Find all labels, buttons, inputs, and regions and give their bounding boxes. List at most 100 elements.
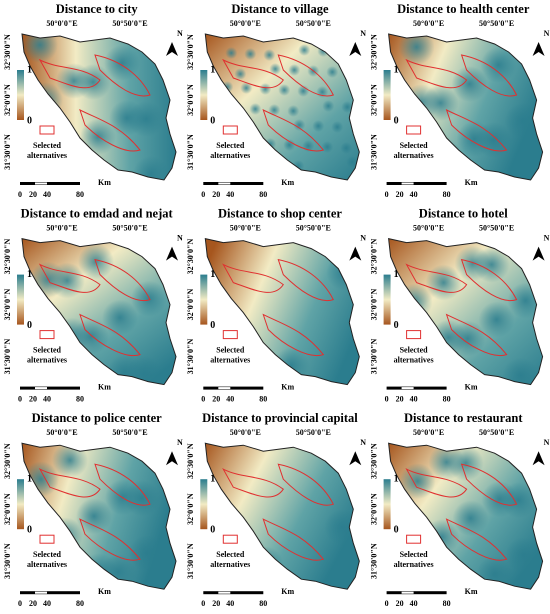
surface-spot [293,119,306,131]
surface-spot [133,156,169,180]
legend-high: 1 [210,473,215,484]
selected-alternatives [405,54,518,152]
lat-label: 31°30'0"N [186,339,195,375]
surface-spot [56,63,92,99]
legend-selected: Selected alternatives [210,141,250,160]
legend-high: 1 [394,269,399,280]
surface-spot [504,103,541,139]
lon-label: 50°50'0"E [296,223,331,232]
scale-bar-seg [218,387,231,390]
legend-selected-box [222,534,238,544]
legend-selected: Selected alternatives [27,141,67,160]
legend-selected-box [222,330,238,340]
legend-selected: Selected alternatives [210,345,250,364]
legend-high: 1 [27,473,32,484]
scale-bar [203,386,264,390]
map-panel: Distance to emdad and nejat 50°0'0"E 50°50… [3,206,183,403]
surface-spot [245,137,258,149]
lat-label: 31°30'0"N [3,339,12,375]
lat-label: 32°30'0"N [186,34,195,70]
panel-title: Distance to restaurant [404,411,523,425]
map-area [205,443,360,590]
scale-bar-seg [35,387,47,390]
north-arrow [532,42,545,56]
legend-selected: Selected alternatives [394,345,434,364]
surface-spot [341,101,354,113]
map-border [21,33,177,181]
north-label: N [360,29,366,38]
scale-tick: 40 [410,190,418,199]
north-arrow [349,451,362,466]
surface-spot [220,122,233,134]
surface-spot [321,141,334,153]
surface-spot [324,509,360,546]
lon-label: 50°0'0"E [413,223,444,232]
scale-bar-seg [218,591,231,594]
legend-low: 0 [394,524,399,535]
scale-tick: 40 [43,599,51,608]
map-border [388,33,544,181]
scale-bar-seg [218,182,231,185]
scale-tick: 80 [259,599,267,608]
lat-label: 32°0'0"N [186,493,195,525]
lat-label: 32°30'0"N [186,443,195,479]
selected-alternatives [405,463,518,561]
surface-spot [451,66,488,102]
lon-label: 50°0'0"E [230,19,261,28]
panel-title: Distance to emdad and nejat [21,206,174,220]
scale-unit: Km [281,587,294,596]
scale-tick: 20 [212,190,220,199]
scale-unit: Km [98,587,111,596]
surface-spot [244,48,257,60]
lat-label: 32°30'0"N [186,239,195,275]
surface-spot [298,44,311,56]
surface-spot [278,84,291,96]
lat-label: 32°30'0"N [3,34,12,70]
scale-tick: 80 [259,394,267,403]
panel-title: Distance to health center [397,2,530,16]
map-border [388,237,544,386]
panel-title: Distance to village [231,2,329,16]
lon-label: 50°50'0"E [296,19,331,28]
surface-spot [398,34,435,65]
surface-spot [428,444,465,481]
scale-tick: 80 [259,190,267,199]
legend-low: 0 [27,320,32,331]
surface-spot [28,516,64,553]
scale-tick: 0 [18,599,22,608]
selected-alternatives [38,54,151,152]
scale-tick: 40 [43,394,51,403]
scale-bar [203,591,264,595]
scale-bar [20,386,80,390]
scale-unit: Km [281,382,294,391]
legend-selected: Selected alternatives [27,550,67,569]
north-label: N [360,438,366,447]
selected-alternatives [222,463,335,561]
surface-spot [326,66,339,78]
legend-high: 1 [394,473,399,484]
map-panel: Distance to city 50°0'0"E 50°50'0"E 32°30'0… [3,2,183,199]
surface-spot [322,100,335,112]
lat-label: 31°30'0"N [186,543,195,579]
scale-bar [386,386,447,390]
surface-spot [259,83,272,95]
scale-tick: 40 [226,394,234,403]
surface-spot [264,138,277,150]
scale-bar-seg [35,591,47,594]
surface-spot [263,49,276,61]
legend-ramp [17,479,24,530]
selected-alternatives [222,258,335,357]
scale-unit: Km [98,178,111,187]
lat-label: 31°30'0"N [3,543,12,579]
map-border [21,237,177,386]
panel-title: Distance to city [56,2,139,16]
north-label: N [544,29,550,38]
surface-spot [283,139,296,151]
north-arrow [166,246,178,261]
map-panel: Distance to village 50°0'0"E 50°50'0"E 32°3… [186,2,366,199]
surface-spot [109,100,145,136]
surface-spot [326,254,360,291]
north-arrow [349,246,362,261]
scale-tick: 20 [396,394,404,403]
scale-tick: 80 [76,190,84,199]
